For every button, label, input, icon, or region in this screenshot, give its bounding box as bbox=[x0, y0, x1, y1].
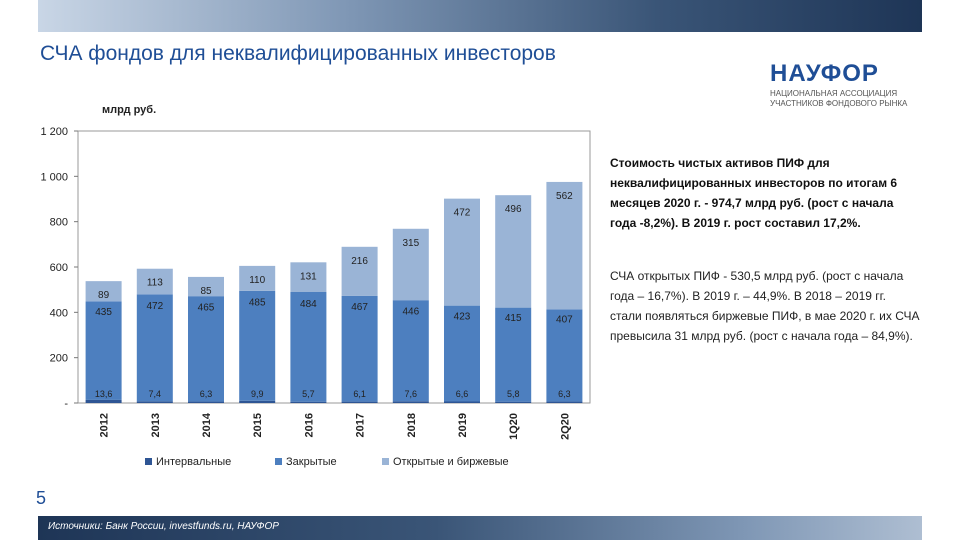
data-label-open: 85 bbox=[200, 286, 212, 297]
x-tick-label: 2013 bbox=[150, 413, 162, 437]
x-tick-label: 2015 bbox=[252, 413, 264, 437]
bar-segment-interval bbox=[136, 401, 173, 403]
logo-line-2: УЧАСТНИКОВ ФОНДОВОГО РЫНКА bbox=[770, 99, 908, 108]
data-label-interval: 5,8 bbox=[507, 389, 520, 399]
summary-bold-text: Стоимость чистых активов ПИФ для неквали… bbox=[610, 156, 898, 230]
bar-segment-closed bbox=[546, 309, 583, 402]
data-label-open: 315 bbox=[402, 238, 419, 249]
data-label-open: 216 bbox=[351, 256, 368, 267]
bar-segment-open bbox=[188, 276, 224, 297]
bar-segment-closed bbox=[136, 294, 173, 402]
data-label-interval: 6,3 bbox=[200, 389, 213, 399]
data-label-closed: 407 bbox=[556, 315, 573, 326]
bar-segment-open bbox=[495, 195, 532, 308]
y-tick-label: 1 000 bbox=[40, 171, 68, 183]
data-label-closed: 415 bbox=[505, 313, 522, 324]
y-tick-label: 200 bbox=[50, 353, 68, 365]
data-label-open: 562 bbox=[556, 191, 573, 202]
data-label-closed: 446 bbox=[402, 306, 419, 317]
data-label-open: 110 bbox=[249, 275, 265, 286]
bar-segment-open bbox=[136, 268, 173, 295]
legend-label: Открытые и биржевые bbox=[393, 456, 509, 468]
y-tick-label: 1 200 bbox=[40, 126, 68, 138]
bar-segment-interval bbox=[85, 399, 122, 403]
data-label-interval: 9,9 bbox=[251, 389, 264, 399]
legend-swatch bbox=[382, 458, 389, 465]
bar-segment-interval bbox=[239, 400, 276, 403]
naufor-logo: НАУФОР НАЦИОНАЛЬНАЯ АССОЦИАЦИЯ УЧАСТНИКО… bbox=[770, 62, 930, 109]
bar-segment-interval bbox=[495, 401, 532, 403]
legend-label: Интервальные bbox=[156, 456, 231, 468]
bar-segment-interval bbox=[546, 401, 583, 403]
x-tick-label: 2Q20 bbox=[559, 413, 571, 440]
data-label-interval: 6,3 bbox=[558, 389, 571, 399]
y-tick-label: - bbox=[64, 398, 68, 410]
data-label-open: 89 bbox=[98, 290, 110, 301]
data-label-interval: 7,6 bbox=[405, 389, 418, 399]
data-label-interval: 6,6 bbox=[456, 389, 469, 399]
logo-name: НАУФОР bbox=[770, 60, 879, 87]
data-label-open: 472 bbox=[454, 208, 471, 219]
page-title: СЧА фондов для неквалифицированных инвес… bbox=[40, 42, 556, 65]
legend-swatch bbox=[145, 458, 152, 465]
bar-segment-interval bbox=[341, 401, 378, 403]
y-tick-label: 800 bbox=[50, 217, 68, 229]
y-axis-label: млрд руб. bbox=[102, 104, 156, 116]
y-tick-label: 400 bbox=[50, 307, 68, 319]
bar-segment-open bbox=[290, 262, 327, 293]
data-label-open: 113 bbox=[147, 278, 163, 289]
x-tick-label: 2018 bbox=[406, 413, 418, 437]
bar-segment-open bbox=[546, 181, 583, 310]
legend-label: Закрытые bbox=[286, 456, 337, 468]
data-label-closed: 465 bbox=[198, 303, 215, 314]
x-tick-label: 2016 bbox=[303, 413, 315, 437]
x-tick-label: 1Q20 bbox=[508, 413, 520, 440]
bar-segment-interval bbox=[444, 401, 480, 403]
logo-line-1: НАЦИОНАЛЬНАЯ АССОЦИАЦИЯ bbox=[770, 89, 898, 98]
data-label-closed: 435 bbox=[95, 307, 112, 318]
bar-segment-interval bbox=[188, 401, 224, 403]
data-label-closed: 485 bbox=[249, 298, 266, 309]
x-tick-label: 2017 bbox=[355, 413, 367, 437]
bar-segment-open bbox=[341, 246, 378, 296]
x-tick-label: 2012 bbox=[99, 413, 111, 437]
data-label-interval: 7,4 bbox=[149, 389, 162, 399]
data-label-open: 496 bbox=[505, 204, 522, 215]
legend-swatch bbox=[275, 458, 282, 465]
stacked-bar-chart: - 200 400 600 800 1 000 1 200 млрд руб. 13,6 435 8… bbox=[40, 104, 591, 468]
data-label-closed: 472 bbox=[146, 301, 163, 312]
page-number: 5 bbox=[36, 488, 47, 508]
y-tick-label: 600 bbox=[50, 262, 68, 274]
data-label-closed: 423 bbox=[454, 311, 471, 322]
top-banner bbox=[38, 0, 922, 32]
source-note: Источники: Банк России, investfunds.ru, … bbox=[48, 521, 279, 532]
bar-segment-closed bbox=[444, 305, 480, 402]
data-label-open: 131 bbox=[300, 271, 317, 282]
bar-segment-closed bbox=[239, 290, 276, 401]
bar-segment-open bbox=[239, 265, 276, 291]
bar-segment-open bbox=[85, 281, 122, 302]
summary-regular-text: СЧА открытых ПИФ - 530,5 млрд руб. (рост… bbox=[610, 269, 920, 343]
data-label-interval: 5,7 bbox=[302, 389, 315, 399]
bar-segment-closed bbox=[290, 292, 327, 402]
bar-segment-open bbox=[444, 198, 480, 306]
bar-segment-closed bbox=[341, 295, 378, 402]
bar-segment-closed bbox=[188, 296, 224, 402]
bar-segment-interval bbox=[392, 401, 429, 403]
x-tick-label: 2019 bbox=[457, 413, 469, 437]
data-label-closed: 467 bbox=[351, 302, 368, 313]
data-label-interval: 13,6 bbox=[95, 389, 113, 399]
data-label-interval: 6,1 bbox=[353, 389, 366, 399]
data-label-closed: 484 bbox=[300, 299, 317, 310]
bar-segment-open bbox=[392, 228, 429, 301]
bottom-banner bbox=[38, 516, 922, 540]
bar-segment-closed bbox=[495, 307, 532, 402]
x-tick-label: 2014 bbox=[201, 412, 213, 437]
bar-segment-closed bbox=[392, 300, 429, 402]
bar-segment-closed bbox=[85, 301, 122, 400]
bar-segment-interval bbox=[290, 401, 327, 403]
